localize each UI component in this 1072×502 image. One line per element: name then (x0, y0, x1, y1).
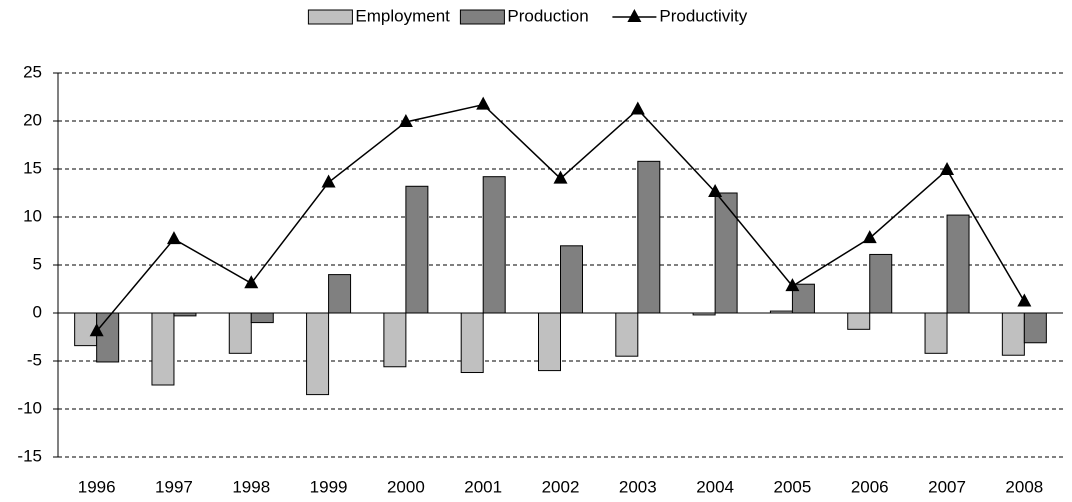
y-tick-label: 5 (33, 254, 42, 273)
x-tick-label: 2005 (774, 477, 812, 496)
x-tick-label: 1999 (310, 477, 348, 496)
bar (328, 274, 352, 314)
bar (924, 312, 948, 354)
marker (785, 278, 800, 292)
bar (460, 312, 484, 374)
legend-swatch (307, 9, 353, 25)
marker (398, 113, 413, 127)
bar (946, 214, 970, 314)
y-tick-label: 20 (23, 110, 42, 129)
x-tick-label: 2007 (928, 477, 966, 496)
marker (244, 275, 259, 289)
bar (637, 160, 661, 314)
marker (630, 101, 645, 115)
bar (714, 192, 738, 314)
x-tick-label: 2002 (542, 477, 580, 496)
legend-label: Production (507, 6, 588, 25)
marker (476, 96, 491, 110)
x-tick-label: 2000 (387, 477, 425, 496)
x-tick-label: 2004 (696, 477, 734, 496)
x-tick-label: 2006 (851, 477, 889, 496)
bar (306, 312, 330, 396)
bar (1001, 312, 1025, 356)
bar (869, 253, 893, 314)
bar (405, 185, 429, 314)
bar (383, 312, 407, 368)
legend-swatch (459, 9, 505, 25)
bar (769, 310, 793, 314)
bar (1023, 312, 1047, 344)
bar (692, 312, 716, 316)
y-tick-label: 25 (23, 62, 42, 81)
marker (89, 323, 104, 337)
x-tick-label: 2003 (619, 477, 657, 496)
y-tick-label: 10 (23, 206, 42, 225)
bar (847, 312, 871, 330)
legend-marker (627, 9, 642, 22)
x-tick-label: 2001 (464, 477, 502, 496)
marker (1017, 293, 1032, 307)
x-tick-label: 1997 (155, 477, 193, 496)
x-tick-label: 1998 (232, 477, 270, 496)
bar (250, 312, 274, 324)
bar (538, 312, 561, 372)
bar (791, 283, 815, 314)
marker (166, 231, 181, 245)
legend-label: Employment (355, 6, 450, 25)
y-tick-label: -10 (17, 398, 42, 417)
marker (708, 184, 723, 198)
bar (74, 312, 98, 347)
marker (321, 174, 336, 188)
legend-label: Productivity (659, 6, 747, 25)
bar (615, 312, 639, 357)
marker (553, 170, 568, 184)
bar (173, 312, 197, 317)
y-tick-label: -15 (17, 446, 42, 465)
y-tick-label: 15 (23, 158, 42, 177)
bar (228, 312, 252, 354)
x-tick-label: 2008 (1005, 477, 1043, 496)
x-tick-label: 1996 (78, 477, 116, 496)
bar (560, 245, 583, 314)
y-tick-label: 0 (33, 302, 42, 321)
bar (151, 312, 175, 386)
bar (482, 176, 506, 314)
y-tick-label: -5 (27, 350, 42, 369)
marker (862, 230, 877, 244)
marker (940, 161, 955, 175)
bar (96, 312, 120, 363)
